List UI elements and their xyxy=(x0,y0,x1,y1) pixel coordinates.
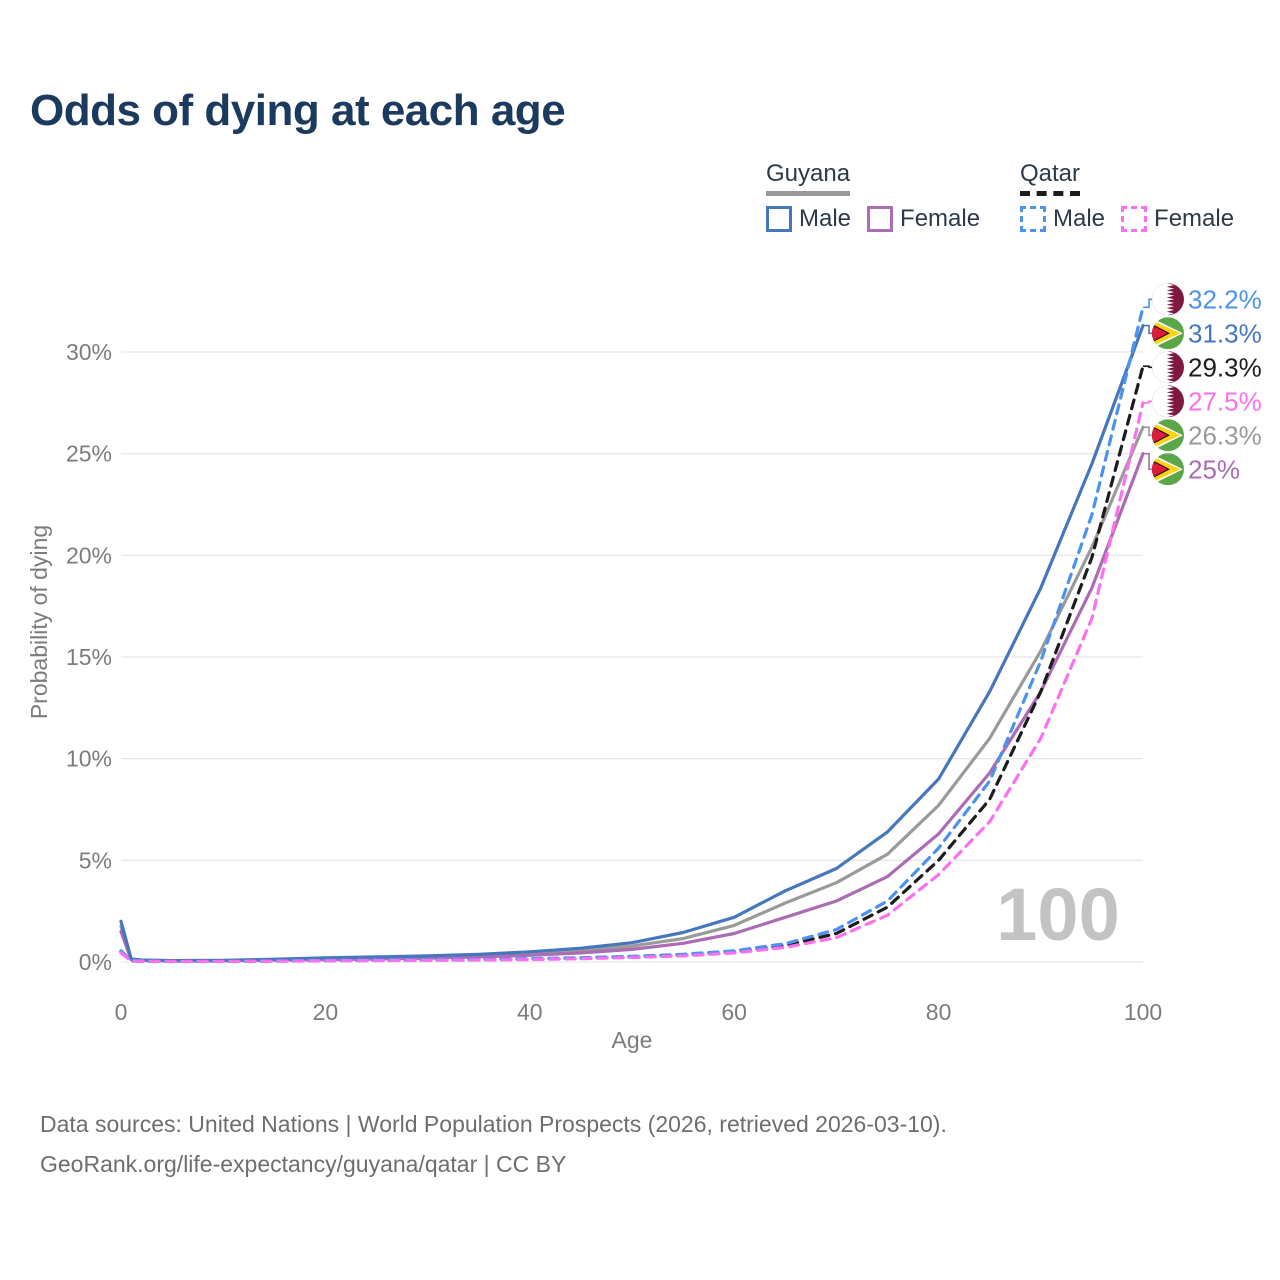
end-value-label: 27.5% xyxy=(1188,386,1262,416)
end-value-label: 29.3% xyxy=(1188,352,1262,382)
qatar-flag-icon xyxy=(1152,283,1184,316)
end-label-qatar-both: 29.3% xyxy=(1143,351,1262,384)
series-line-qatar-both[interactable] xyxy=(119,364,1145,963)
legend-item-guyana-female[interactable]: Female xyxy=(867,205,980,233)
footer-data-sources: Data sources: United Nations | World Pop… xyxy=(40,1111,947,1137)
series-line-qatar-male[interactable] xyxy=(119,305,1145,963)
legend-label-guyana-male: Male xyxy=(799,205,852,232)
legend-country-qatar: Qatar xyxy=(1020,160,1081,196)
legend-group-qatar: Qatar Male Female xyxy=(1020,160,1250,233)
legend-row-qatar: Male Female xyxy=(1020,205,1250,233)
y-tick-label: 20% xyxy=(66,542,112,568)
label-connector xyxy=(1143,365,1152,369)
end-label-guyana-female: 25% xyxy=(1143,452,1240,486)
end-label-qatar-female: 27.5% xyxy=(1143,385,1262,418)
legend-label-guyana-female: Female xyxy=(900,205,981,232)
label-connector xyxy=(1143,452,1152,471)
legend-item-guyana-male[interactable]: Male xyxy=(766,205,851,233)
y-tick-label: 10% xyxy=(66,746,112,772)
legend-label-qatar-male: Male xyxy=(1053,205,1106,232)
end-value-label: 32.2% xyxy=(1188,284,1262,314)
series-line-qatar-female[interactable] xyxy=(119,401,1145,963)
legend-country-guyana: Guyana xyxy=(766,160,851,196)
label-connector xyxy=(1143,426,1152,437)
y-tick-label: 30% xyxy=(66,339,112,365)
guyana-flag-icon xyxy=(1152,419,1184,452)
x-tick-label: 40 xyxy=(517,999,543,1025)
guyana-female-swatch-icon xyxy=(867,206,894,232)
guyana-flag-icon xyxy=(1152,317,1184,350)
page-title: Odds of dying at each age xyxy=(30,86,566,135)
qatar-female-swatch-icon xyxy=(1121,206,1148,232)
label-connector xyxy=(1143,400,1152,404)
watermark-age: 100 xyxy=(996,873,1119,956)
x-tick-label: 80 xyxy=(926,999,952,1025)
end-label-guyana-male: 31.3% xyxy=(1143,317,1262,350)
end-value-label: 25% xyxy=(1188,454,1240,484)
qatar-male-swatch-icon xyxy=(1020,206,1046,232)
end-value-label: 31.3% xyxy=(1188,318,1262,348)
footer: Data sources: United Nations | World Pop… xyxy=(40,1104,947,1184)
y-tick-label: 0% xyxy=(79,949,112,975)
series-line-guyana-male[interactable] xyxy=(119,324,1145,963)
legend-item-qatar-female[interactable]: Female xyxy=(1121,205,1234,233)
legend-label-qatar-female: Female xyxy=(1154,205,1235,232)
guyana-flag-icon xyxy=(1152,453,1184,486)
y-axis-title: Probability of dying xyxy=(26,525,52,719)
guyana-male-swatch-icon xyxy=(766,206,792,232)
end-label-guyana-both: 26.3% xyxy=(1143,419,1262,452)
y-tick-label: 15% xyxy=(66,644,112,670)
x-tick-label: 0 xyxy=(115,999,128,1025)
x-tick-label: 20 xyxy=(313,999,339,1025)
end-label-qatar-male: 32.2% xyxy=(1143,283,1262,316)
footer-attribution-url: GeoRank.org/life-expectancy/guyana/qatar… xyxy=(40,1151,567,1177)
end-value-label: 26.3% xyxy=(1188,420,1262,450)
legend-item-qatar-male[interactable]: Male xyxy=(1020,205,1105,233)
label-connector xyxy=(1143,298,1152,309)
label-connector xyxy=(1143,324,1152,335)
qatar-flag-icon xyxy=(1152,351,1184,384)
qatar-flag-icon xyxy=(1152,385,1184,418)
x-axis-title: Age xyxy=(612,1027,653,1053)
y-tick-label: 25% xyxy=(66,441,112,467)
x-tick-label: 100 xyxy=(1124,999,1162,1025)
legend-group-guyana: Guyana Male Female xyxy=(766,160,996,233)
series-line-guyana-female[interactable] xyxy=(119,452,1145,963)
y-tick-label: 5% xyxy=(79,847,112,873)
legend-row-guyana: Male Female xyxy=(766,205,996,233)
x-tick-label: 60 xyxy=(721,999,747,1025)
